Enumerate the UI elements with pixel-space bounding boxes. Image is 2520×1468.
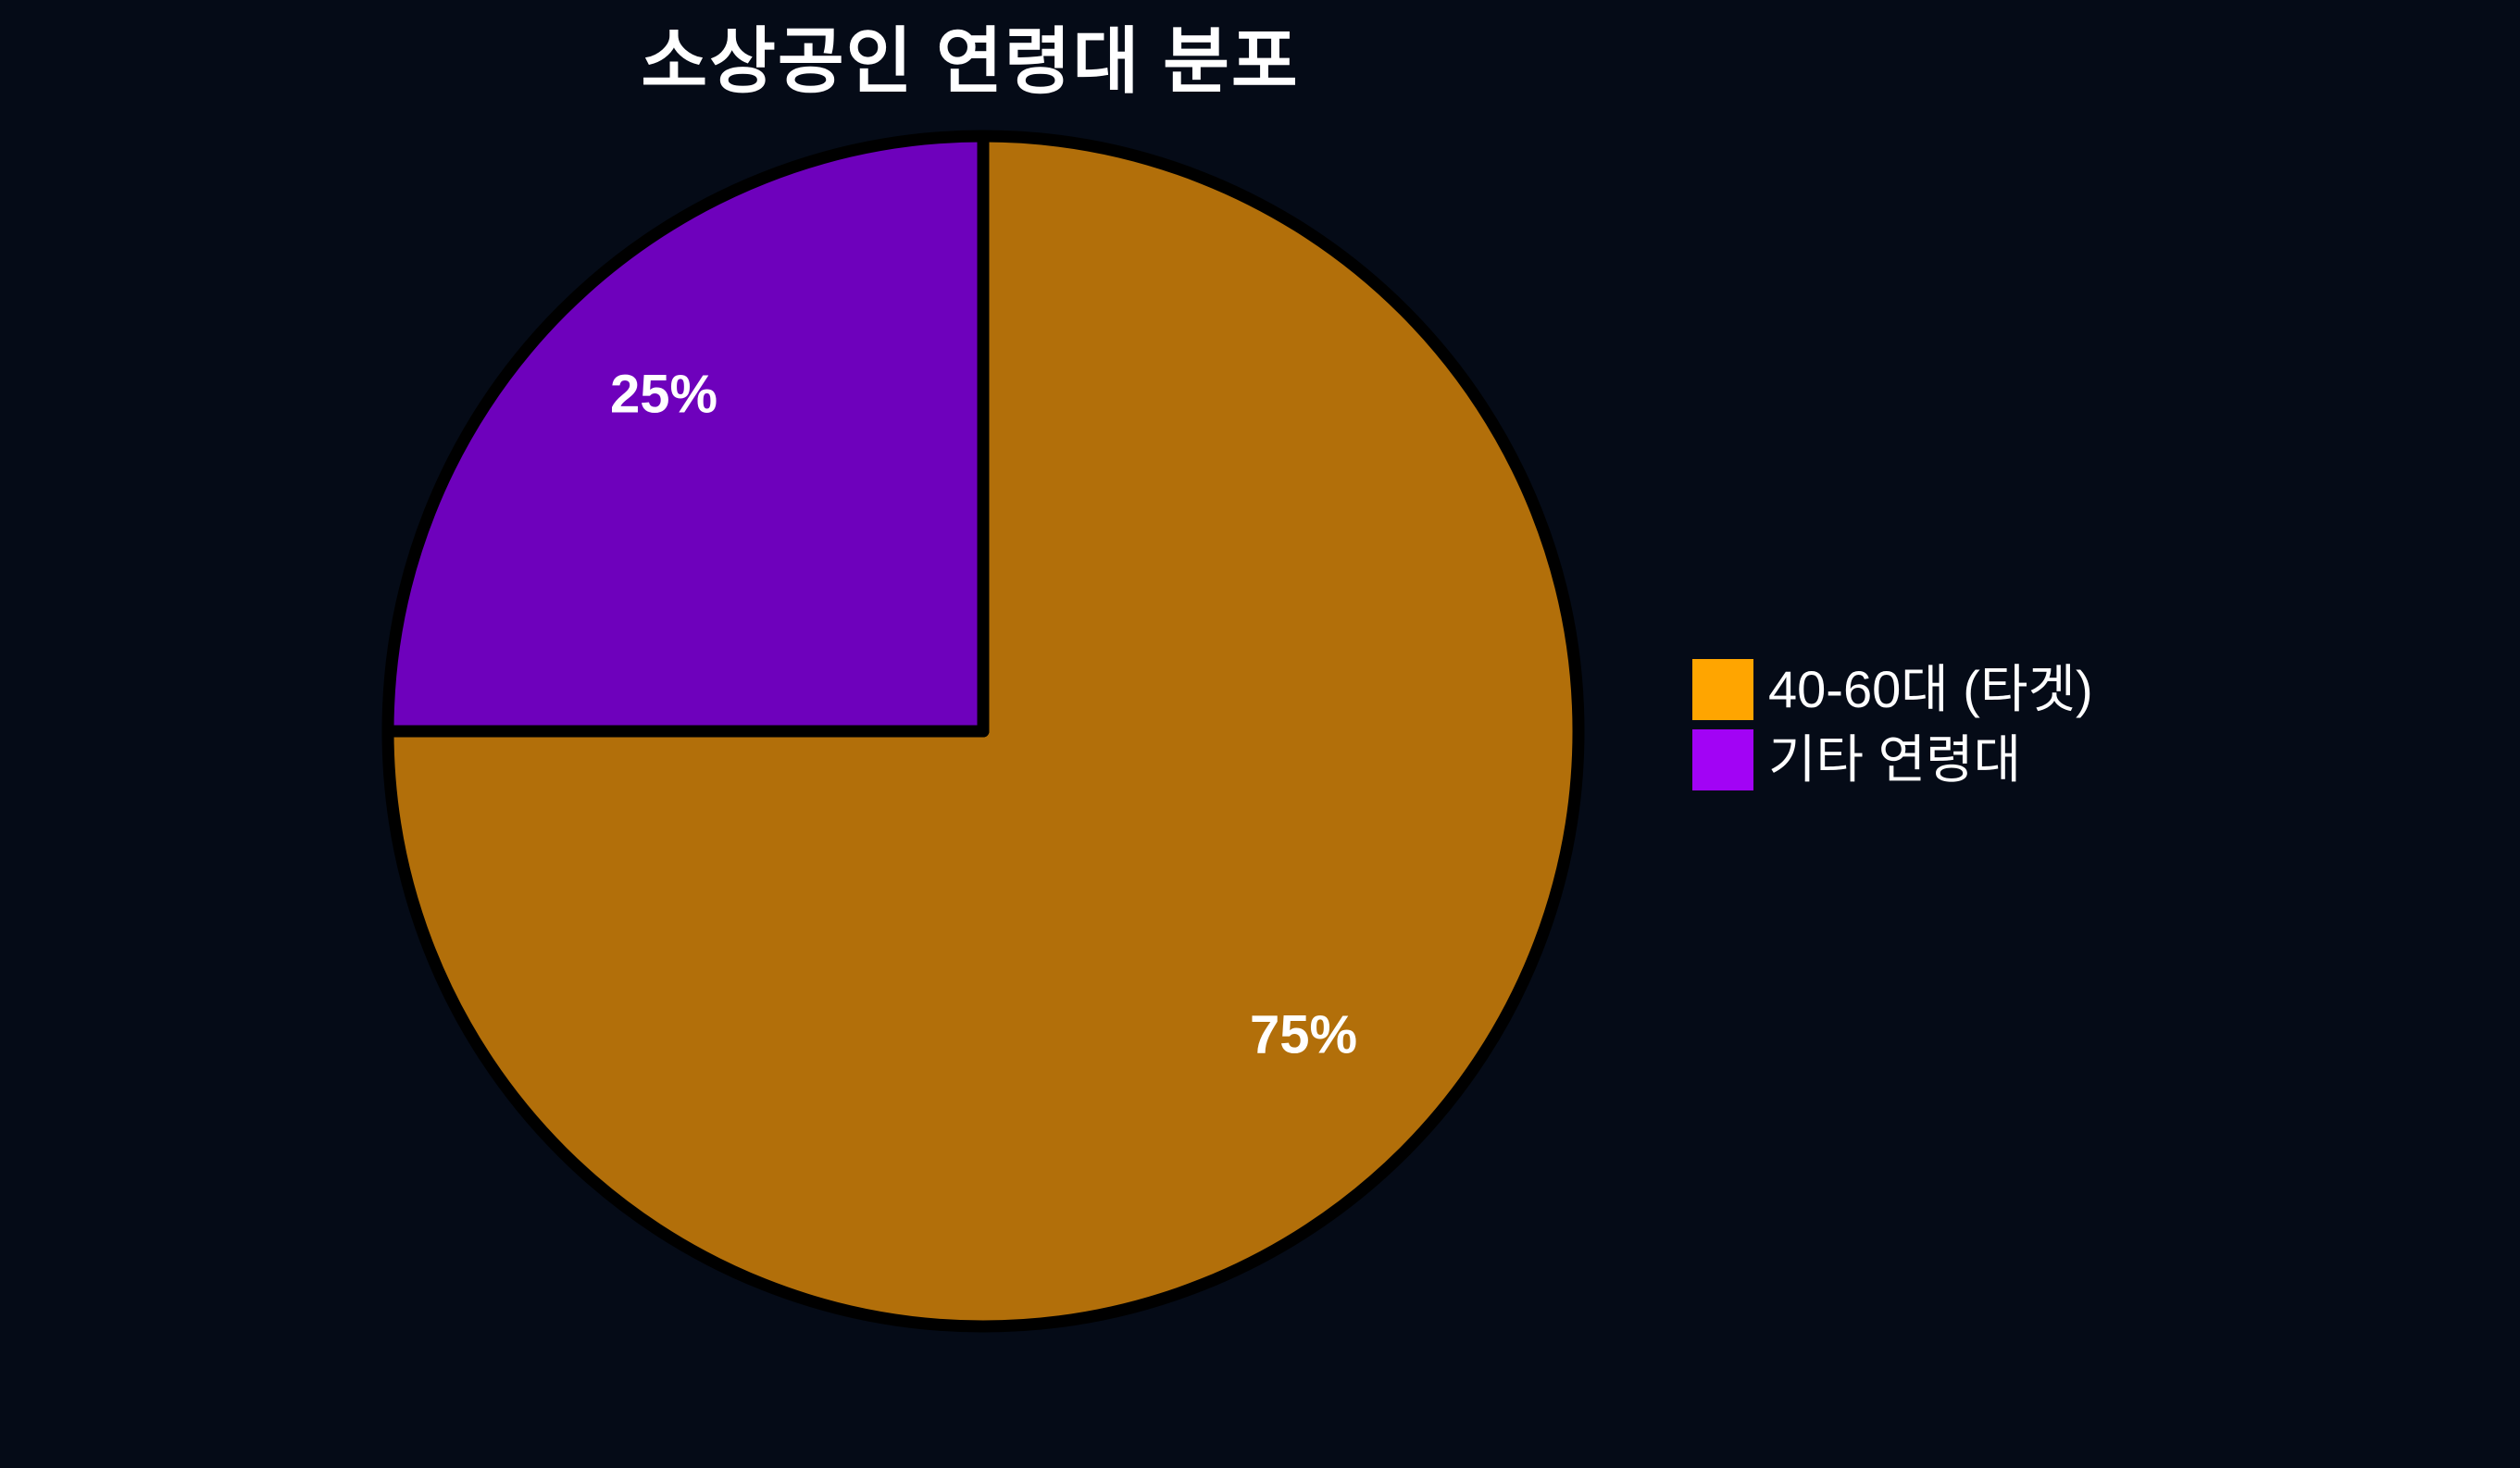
pie-slice-other-ages (381, 130, 990, 738)
legend-swatch-40-60 (1692, 659, 1753, 720)
pie-slice-40-60-percent-label: 75% (1249, 1004, 1358, 1065)
legend-item-other-ages: 기타 연령대 (1692, 729, 2093, 790)
legend-label-40-60: 40-60대 (타겟) (1768, 660, 2093, 718)
legend: 40-60대 (타겟) 기타 연령대 (1692, 659, 2093, 790)
pie-slice-other-ages-percent-label: 25% (609, 364, 718, 425)
chart-title: 소상공인 연령대 분포 (641, 20, 1300, 102)
legend-label-other-ages: 기타 연령대 (1768, 730, 2022, 789)
legend-item-40-60: 40-60대 (타겟) (1692, 659, 2093, 720)
legend-swatch-other-ages (1692, 729, 1753, 790)
